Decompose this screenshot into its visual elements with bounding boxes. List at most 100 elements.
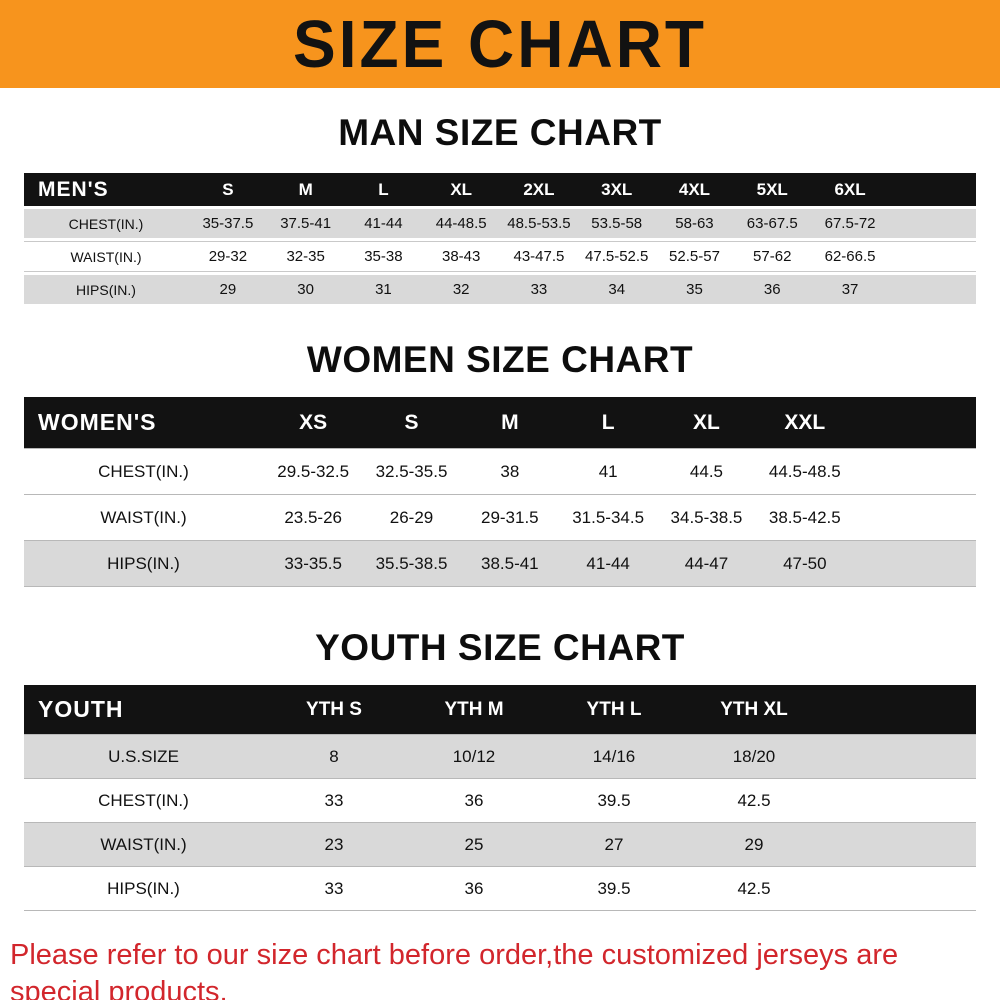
size-value: 31 [344,275,423,304]
size-value: 14/16 [544,734,684,779]
row-label: CHEST(IN.) [24,448,264,495]
spacer-cell [854,397,976,449]
size-value: 29 [189,275,267,304]
size-value: 42.5 [684,866,824,911]
size-value: 29.5-32.5 [264,448,363,495]
column-header: XXL [755,397,854,449]
column-header: 5XL [733,173,812,206]
row-label: WAIST(IN.) [24,822,264,867]
column-header: L [558,397,658,449]
column-header: XL [657,397,756,449]
row-label: HIPS(IN.) [24,275,189,304]
men-table-title: MEN'S [24,173,189,206]
table-row: HIPS(IN.) 33-35.5 35.5-38.5 38.5-41 41-44 44-… [24,540,976,587]
women-size-table: WOMEN'S XS S M L XL XXL CHEST(IN.) 29.5-32.5 32.5… [24,397,976,587]
size-value: 33 [500,275,578,304]
size-value: 47-50 [755,540,854,587]
size-value: 48.5-53.5 [500,209,578,238]
size-value: 36 [404,866,544,911]
men-section: MAN SIZE CHART MEN'S S M L XL 2XL 3XL 4XL 5XL 6XL… [0,88,1000,307]
size-value: 53.5-58 [577,209,656,238]
youth-section: YOUTH SIZE CHART YOUTH YTH S YTH M YTH L YTH… [0,587,1000,911]
size-value: 38-43 [422,241,501,272]
spacer-cell [889,173,976,206]
notice-line-1: Please refer to our size chart before or… [10,939,899,1000]
women-header-row: WOMEN'S XS S M L XL XXL [24,397,976,449]
column-header: L [344,173,423,206]
column-header: 2XL [500,173,578,206]
size-value: 18/20 [684,734,824,779]
size-value: 58-63 [655,209,734,238]
spacer-cell [824,866,976,911]
size-value: 10/12 [404,734,544,779]
size-value: 42.5 [684,778,824,823]
size-value: 44-48.5 [422,209,501,238]
size-value: 52.5-57 [655,241,734,272]
spacer-cell [889,241,976,272]
spacer-cell [824,822,976,867]
size-value: 31.5-34.5 [558,494,658,541]
size-value: 26-29 [362,494,461,541]
size-value: 62-66.5 [811,241,889,272]
row-label: WAIST(IN.) [24,241,189,272]
spacer-cell [889,275,976,304]
spacer-cell [824,685,976,735]
men-header-row: MEN'S S M L XL 2XL 3XL 4XL 5XL 6XL [24,173,976,206]
women-table-title: WOMEN'S [24,397,264,449]
size-value: 32-35 [266,241,345,272]
youth-header-row: YOUTH YTH S YTH M YTH L YTH XL [24,685,976,735]
banner: SIZE CHART [0,0,1000,88]
table-row: HIPS(IN.) 29 30 31 32 33 34 35 36 37 [24,275,976,304]
column-header: XS [264,397,363,449]
table-row: CHEST(IN.) 33 36 39.5 42.5 [24,778,976,823]
size-value: 23.5-26 [264,494,363,541]
size-value: 34 [577,275,656,304]
size-value: 23 [264,822,404,867]
size-value: 36 [733,275,812,304]
size-value: 41 [558,448,658,495]
size-value: 27 [544,822,684,867]
size-value: 43-47.5 [500,241,578,272]
spacer-cell [824,734,976,779]
row-label: CHEST(IN.) [24,778,264,823]
spacer-cell [854,448,976,495]
size-value: 33-35.5 [264,540,363,587]
spacer-cell [854,494,976,541]
column-header: S [189,173,267,206]
table-row: CHEST(IN.) 29.5-32.5 32.5-35.5 38 41 44.5 44.5… [24,448,976,495]
size-value: 30 [266,275,345,304]
row-label: U.S.SIZE [24,734,264,779]
size-value: 34.5-38.5 [657,494,756,541]
size-value: 33 [264,866,404,911]
table-row: WAIST(IN.) 29-32 32-35 35-38 38-43 43-47.5 47.… [24,241,976,272]
size-value: 57-62 [733,241,812,272]
spacer-cell [824,778,976,823]
women-section-heading: WOMEN SIZE CHART [306,339,694,380]
footer-notice: Please refer to our size chart before or… [10,937,990,1000]
size-value: 36 [404,778,544,823]
row-label: CHEST(IN.) [24,209,189,238]
column-header: 6XL [811,173,889,206]
size-value: 37 [811,275,889,304]
spacer-cell [889,209,976,238]
size-value: 41-44 [558,540,658,587]
column-header: YTH XL [684,685,824,735]
size-value: 32 [422,275,501,304]
table-row: U.S.SIZE 8 10/12 14/16 18/20 [24,734,976,779]
column-header: YTH S [264,685,404,735]
size-value: 35-38 [344,241,423,272]
table-row: CHEST(IN.) 35-37.5 37.5-41 41-44 44-48.5 48.5… [24,209,976,238]
column-header: YTH M [404,685,544,735]
size-value: 38.5-41 [460,540,559,587]
size-value: 33 [264,778,404,823]
size-value: 39.5 [544,866,684,911]
size-value: 35-37.5 [189,209,267,238]
size-value: 39.5 [544,778,684,823]
size-value: 29 [684,822,824,867]
youth-size-table: YOUTH YTH S YTH M YTH L YTH XL U.S.SIZE 8 10/12… [24,685,976,911]
men-size-table: MEN'S S M L XL 2XL 3XL 4XL 5XL 6XL CHEST(IN.) 35-37… [24,170,976,307]
column-header: M [266,173,345,206]
table-row: HIPS(IN.) 33 36 39.5 42.5 [24,866,976,911]
column-header: 4XL [655,173,734,206]
